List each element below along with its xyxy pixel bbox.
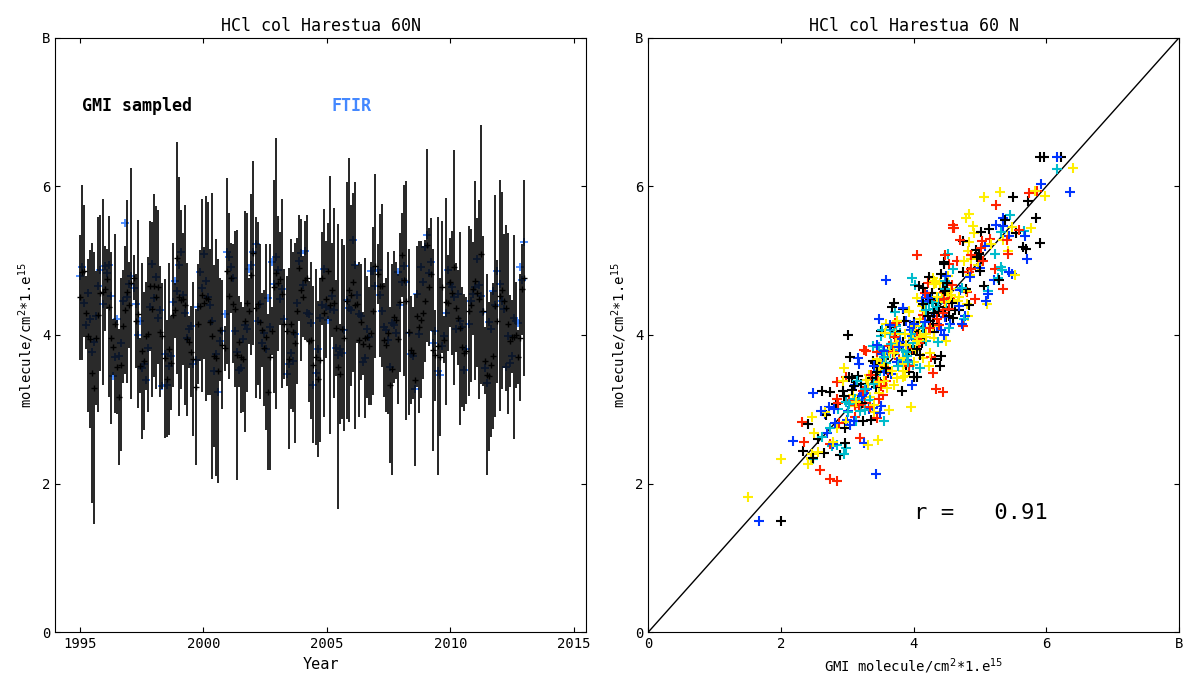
X-axis label: Year: Year: [302, 657, 338, 672]
Text: r =   0.91: r = 0.91: [913, 503, 1048, 523]
Y-axis label: molecule/cm$^2$*1.e$^{15}$: molecule/cm$^2$*1.e$^{15}$: [17, 262, 36, 408]
Text: FTIR: FTIR: [331, 97, 371, 115]
Y-axis label: molecule/cm$^2$*1.e$^{15}$: molecule/cm$^2$*1.e$^{15}$: [610, 262, 629, 408]
Title: HCl col Harestua 60N: HCl col Harestua 60N: [221, 17, 420, 35]
Title: HCl col Harestua 60 N: HCl col Harestua 60 N: [809, 17, 1019, 35]
X-axis label: GMI molecule/cm$^2$*1.e$^{15}$: GMI molecule/cm$^2$*1.e$^{15}$: [824, 657, 1003, 676]
Text: GMI sampled: GMI sampled: [82, 97, 192, 115]
